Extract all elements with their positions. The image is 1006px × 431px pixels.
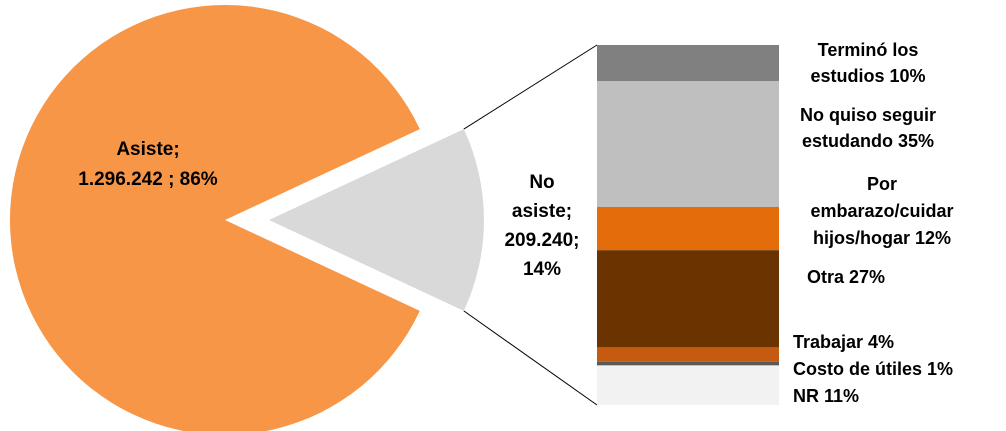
- bar-segment-6: [597, 365, 779, 405]
- bar-segment-2: [597, 207, 779, 251]
- pie-slice-asiste: [9, 5, 420, 431]
- bar-label-trabajar-line: Trabajar 4%: [793, 332, 894, 352]
- pie-label-no-asiste-line: 209.240;: [504, 230, 579, 251]
- bar-label-embarazo-line: Por: [867, 174, 897, 194]
- pie-label-asiste-line: Asiste;: [116, 139, 179, 160]
- connector-line-top: [463, 44, 598, 130]
- pie-label-no-asiste-line: asiste;: [512, 201, 572, 222]
- bar-label-nr: NR 11%: [793, 386, 859, 406]
- bar-label-costo: Costo de útiles 1%: [793, 359, 953, 379]
- bar-label-no-quiso: No quiso seguir estudando 35%: [800, 105, 936, 151]
- bar-label-embarazo-line: embarazo/cuidar: [810, 201, 953, 221]
- attendance-pie: [9, 5, 484, 431]
- bar-segment-0: [597, 45, 779, 81]
- bar-label-nr-line: NR 11%: [793, 386, 859, 406]
- bar-label-no-quiso-line: No quiso seguir: [800, 105, 936, 125]
- pie-label-no-asiste-line: 14%: [523, 259, 561, 280]
- chart-labels: Asiste; 1.296.242 ; 86% No asiste; 209.240; 1…: [78, 40, 953, 406]
- pie-label-no-asiste-line: No: [529, 172, 554, 193]
- bar-label-embarazo-line: hijos/hogar 12%: [813, 228, 951, 248]
- bar-label-termino-line: estudios 10%: [810, 66, 925, 86]
- bar-label-costo-line: Costo de útiles 1%: [793, 359, 953, 379]
- bar-label-trabajar: Trabajar 4%: [793, 332, 894, 352]
- connector-line-bottom: [463, 310, 598, 406]
- bar-label-otra: Otra 27%: [807, 267, 885, 287]
- bar-segment-5: [597, 361, 779, 366]
- connector-lines: [463, 44, 598, 406]
- pie-label-asiste: Asiste; 1.296.242 ; 86%: [78, 139, 218, 190]
- bar-label-embarazo: Por embarazo/cuidar hijos/hogar 12%: [810, 174, 953, 248]
- bar-segment-1: [597, 81, 779, 207]
- pie-label-asiste-line: 1.296.242 ; 86%: [78, 169, 218, 190]
- no-asiste-stacked-bar: [597, 45, 779, 405]
- bar-label-termino: Terminó los estudios 10%: [810, 40, 925, 86]
- bar-label-termino-line: Terminó los: [818, 40, 919, 60]
- bar-label-no-quiso-line: estudando 35%: [802, 131, 934, 151]
- bar-label-otra-line: Otra 27%: [807, 267, 885, 287]
- bar-segment-4: [597, 347, 779, 362]
- pie-slice-no-asiste: [269, 129, 484, 311]
- bar-segment-3: [597, 250, 779, 348]
- pie-label-no-asiste: No asiste; 209.240; 14%: [504, 172, 579, 280]
